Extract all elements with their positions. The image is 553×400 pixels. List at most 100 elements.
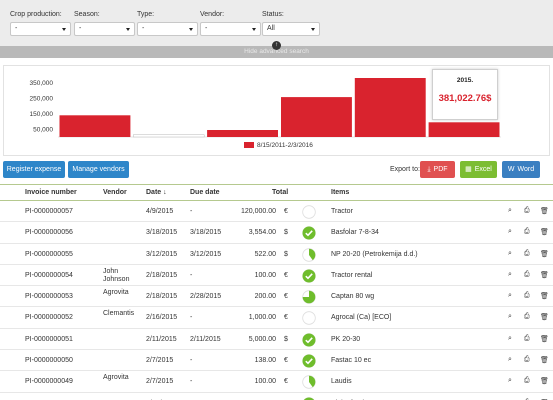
export-label: Export to: [390, 166, 420, 173]
print-icon[interactable]: ⎙ [524, 399, 530, 400]
filter-type: Type: - [137, 10, 198, 36]
trash-icon[interactable]: 🗑 [540, 335, 549, 343]
word-icon: W [507, 166, 515, 173]
date-cell: 2/18/2015 [146, 293, 178, 301]
header-due-date[interactable]: Due date [190, 189, 220, 196]
trash-icon[interactable]: 🗑 [540, 293, 549, 301]
invoice-number-cell: PI-0000000054 [25, 271, 73, 279]
zoom-icon[interactable]: ⌕ [508, 270, 512, 278]
chart-bar-2011[interactable] [59, 115, 131, 137]
chart-bar-2016[interactable] [428, 122, 500, 137]
table-row[interactable]: PI-00000000481/14/2015-100.00€Piglet fee… [0, 393, 553, 400]
zoom-icon[interactable]: ⌕ [508, 207, 512, 214]
currency-cell: $ [284, 229, 288, 237]
select-value: - [142, 25, 145, 32]
items-cell: PK 20-30 [331, 335, 361, 343]
trash-icon[interactable]: 🗑 [540, 229, 549, 237]
vendor-select[interactable]: - [200, 22, 261, 36]
chevron-down-icon [311, 28, 315, 31]
due-date-cell: - [190, 208, 193, 215]
status-select[interactable]: All [262, 22, 320, 36]
due-date-cell: 2/28/2015 [190, 293, 222, 301]
invoice-number-cell: PI-0000000053 [25, 293, 73, 301]
invoice-number-cell: PI-0000000049 [25, 378, 73, 386]
table-row[interactable]: PI-0000000052 Clemantis 2/16/2015 - 1,000.00… [0, 307, 553, 329]
table-row[interactable]: PI-0000000049 Agrovita 2/7/2015 - 100.00 € Lau… [0, 371, 553, 393]
payment-status-icon [302, 269, 316, 283]
chart-bar-2014[interactable] [281, 97, 352, 137]
zoom-icon[interactable]: ⌕ [508, 313, 512, 321]
hide-advanced-search-bar[interactable]: Hide advanced search [0, 46, 553, 58]
date-cell: 4/9/2015 [146, 208, 174, 215]
chart-bar-2012[interactable] [133, 134, 205, 138]
total-cell: 3,554.00 [248, 229, 276, 237]
chart-bar-2015[interactable] [354, 78, 426, 137]
zoom-icon[interactable]: ⌕ [508, 228, 512, 236]
items-cell: NP 20-20 (Petrokemija d.d.) [331, 250, 418, 258]
print-icon[interactable]: ⎙ [524, 292, 530, 300]
zoom-icon[interactable]: ⌕ [508, 249, 512, 257]
header-vendor[interactable]: Vendor [103, 189, 127, 196]
trash-icon[interactable]: 🗑 [540, 378, 549, 386]
chart-legend[interactable]: 8/15/2011-2/3/2016 [244, 142, 313, 150]
header-items[interactable]: Items [331, 189, 350, 196]
date-cell: 2/7/2015 [146, 357, 174, 365]
print-icon[interactable]: ⎙ [524, 356, 530, 364]
export-excel-button[interactable]: ▦ Excel [460, 161, 497, 178]
print-icon[interactable]: ⎙ [524, 228, 530, 236]
trash-icon[interactable]: 🗑 [540, 271, 549, 279]
table-row[interactable]: PI-0000000054 John Johnson 2/18/2015 - 100.0… [0, 265, 553, 287]
zoom-icon[interactable]: ⌕ [508, 356, 512, 364]
zoom-icon[interactable]: ⌕ [508, 292, 512, 300]
arrow-up-icon[interactable]: ↑ [272, 41, 281, 50]
legend-label: 8/15/2011-2/3/2016 [257, 142, 313, 149]
payment-status-icon [303, 396, 315, 400]
vendor-cell: Agrovita [103, 289, 129, 297]
table-row[interactable]: PI-0000000056 3/18/2015 3/18/2015 3,554.00 $… [0, 222, 553, 244]
header-date[interactable]: Date ↓ [146, 189, 167, 196]
filter-label: Status: [262, 11, 284, 18]
invoice-table: Invoice number Vendor Date ↓ Due date To… [0, 184, 553, 400]
legend-swatch [244, 142, 254, 149]
crop-production-select[interactable]: - [10, 22, 71, 36]
zoom-icon[interactable]: ⌕ [508, 377, 512, 385]
date-cell: 2/7/2015 [146, 378, 174, 386]
select-value: All [267, 25, 275, 32]
export-word-button[interactable]: W Word [502, 161, 540, 178]
zoom-icon[interactable]: ⌕ [508, 334, 512, 342]
table-row[interactable]: PI-0000000053 Agrovita 2/18/2015 2/28/2015 2… [0, 286, 553, 308]
payment-status-icon [302, 333, 316, 347]
table-row[interactable]: PI-0000000057 4/9/2015 - 120,000.00 € Tractor… [0, 201, 553, 223]
chart-bar-2013[interactable] [207, 130, 278, 137]
table-row[interactable]: PI-0000000055 3/12/2015 3/12/2015 522.00 $ NP… [0, 244, 553, 265]
export-pdf-button[interactable]: ⤓ PDF [420, 161, 455, 178]
trash-icon[interactable]: 🗑 [540, 357, 549, 365]
chevron-down-icon [252, 28, 256, 31]
table-row[interactable]: PI-0000000050 2/7/2015 - 138.00 € Fastac 10 e… [0, 350, 553, 372]
manage-vendors-button[interactable]: Manage vendors [68, 161, 129, 178]
type-select[interactable]: - [137, 22, 198, 36]
register-expense-button[interactable]: Register expense [3, 161, 65, 178]
print-icon[interactable]: ⎙ [524, 270, 530, 278]
due-date-cell: - [190, 378, 193, 386]
table-body: PI-0000000057 4/9/2015 - 120,000.00 € Tractor… [0, 201, 553, 400]
header-total[interactable]: Total [272, 189, 289, 196]
zoom-icon[interactable]: ⌕ [508, 399, 512, 400]
header-invoice-number[interactable]: Invoice number [25, 189, 77, 196]
print-icon[interactable]: ⎙ [524, 249, 530, 257]
select-value: - [79, 25, 82, 32]
invoice-number-cell: PI-0000000056 [25, 229, 73, 237]
filter-label: Crop production: [10, 11, 62, 18]
table-row[interactable]: PI-0000000051 2/11/2015 2/11/2015 5,000.00 $… [0, 329, 553, 351]
check-icon [305, 273, 313, 280]
print-icon[interactable]: ⎙ [524, 334, 530, 342]
trash-icon[interactable]: 🗑 [540, 250, 549, 258]
print-icon[interactable]: ⎙ [524, 207, 530, 214]
trash-icon[interactable]: 🗑 [540, 208, 549, 215]
print-icon[interactable]: ⎙ [524, 313, 530, 321]
season-select[interactable]: - [74, 22, 135, 36]
currency-cell: $ [284, 335, 288, 343]
print-icon[interactable]: ⎙ [524, 377, 530, 385]
trash-icon[interactable]: 🗑 [540, 314, 549, 322]
invoice-number-cell: PI-0000000050 [25, 357, 73, 365]
